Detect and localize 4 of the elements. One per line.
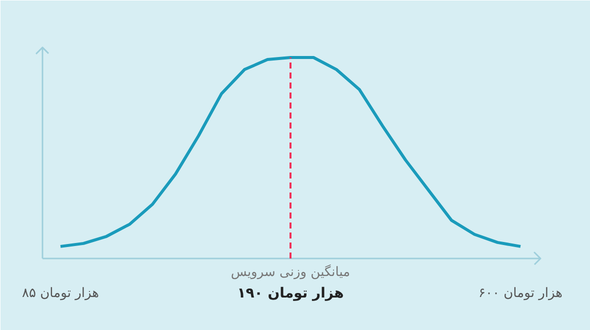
x-tick-label: ۸۵ هزار تومان [22, 286, 100, 301]
ref-line-label: میانگین وزنی سرویس [230, 264, 350, 280]
x-tick-label: ۶۰۰ هزار تومان [478, 286, 563, 301]
x-tick-label: ۱۹۰ هزار تومان [237, 285, 344, 302]
